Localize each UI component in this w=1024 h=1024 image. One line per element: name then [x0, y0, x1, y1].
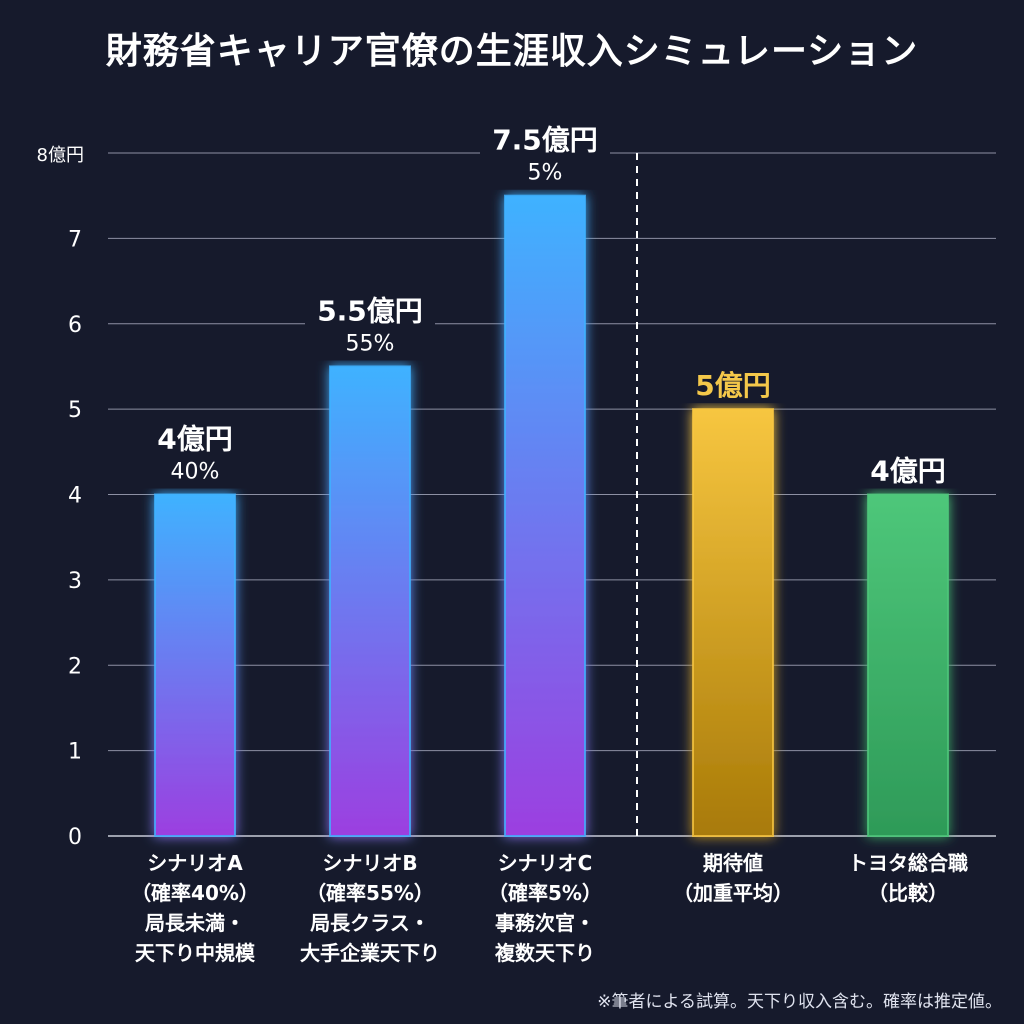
y-axis: 0 1 2 3 4 5 6 7 8億円 — [37, 145, 84, 850]
x-category-label: （確率40%） — [131, 881, 259, 905]
x-category-label: 局長未満・ — [144, 911, 245, 935]
bar-value-label: 7.5億円 — [492, 124, 598, 157]
x-category-label: 複数天下り — [495, 941, 595, 965]
bar-value-label: 5億円 — [695, 369, 770, 402]
x-category-label: シナリオC — [498, 851, 593, 875]
bars — [154, 194, 949, 837]
y-tick-label: 1 — [68, 740, 82, 765]
label-backdrop — [480, 119, 610, 190]
x-category-label: （加重平均） — [673, 881, 793, 905]
x-category-label: シナリオB — [322, 851, 417, 875]
bar-4 — [692, 408, 774, 837]
bar-probability-label: 5% — [528, 161, 563, 186]
x-category-label: 天下り中規模 — [135, 941, 256, 965]
y-tick-label: 2 — [68, 654, 82, 679]
x-axis: シナリオA （確率40%） 局長未満・天下り中規模 シナリオB （確率55%） 局長クラス… — [131, 851, 968, 965]
bar-probability-label: 40% — [171, 460, 220, 485]
bar-1 — [154, 493, 236, 837]
bar-value-label: 4億円 — [157, 423, 232, 456]
x-category-label: （確率5%） — [488, 881, 602, 905]
y-tick-label: 4 — [68, 484, 82, 509]
bar-value-label: 4億円 — [870, 455, 945, 488]
y-tick-label: 7 — [68, 227, 82, 252]
chart-title: 財務省キャリア官僚の生涯収入シミュレーション — [105, 31, 919, 72]
y-tick-label: 6 — [68, 313, 82, 338]
bar-labels: 4億円 40% 5.5億円 55% 7.5億円 5% 5億円 4億円 — [140, 119, 963, 489]
x-category-label: 事務次官・ — [495, 911, 595, 935]
bar-3 — [504, 194, 586, 837]
x-category-label: 期待値 — [703, 851, 763, 875]
x-category-label: （比較） — [868, 881, 948, 905]
bar-5 — [867, 493, 949, 837]
x-category-label: 局長クラス・ — [309, 911, 430, 935]
footnote: ※筆者による試算。天下り収入含む。確率は推定値。 — [597, 992, 1002, 1012]
label-backdrop — [140, 418, 250, 489]
x-category-label: トヨタ総合職 — [848, 851, 968, 875]
y-tick-label: 5 — [68, 398, 82, 423]
bar-2 — [329, 365, 411, 837]
y-tick-label: 8億円 — [37, 145, 84, 166]
label-backdrop — [305, 290, 435, 361]
y-tick-label: 3 — [68, 569, 82, 594]
y-tick-label: 0 — [68, 825, 82, 850]
bar-value-label: 5.5億円 — [317, 294, 423, 327]
label-backdrop — [678, 365, 788, 404]
x-category-label: （確率55%） — [306, 881, 434, 905]
bar-probability-label: 55% — [346, 331, 395, 356]
x-category-label: シナリオA — [147, 851, 243, 875]
label-backdrop — [853, 450, 963, 489]
x-category-label: 大手企業天下り — [300, 941, 440, 965]
